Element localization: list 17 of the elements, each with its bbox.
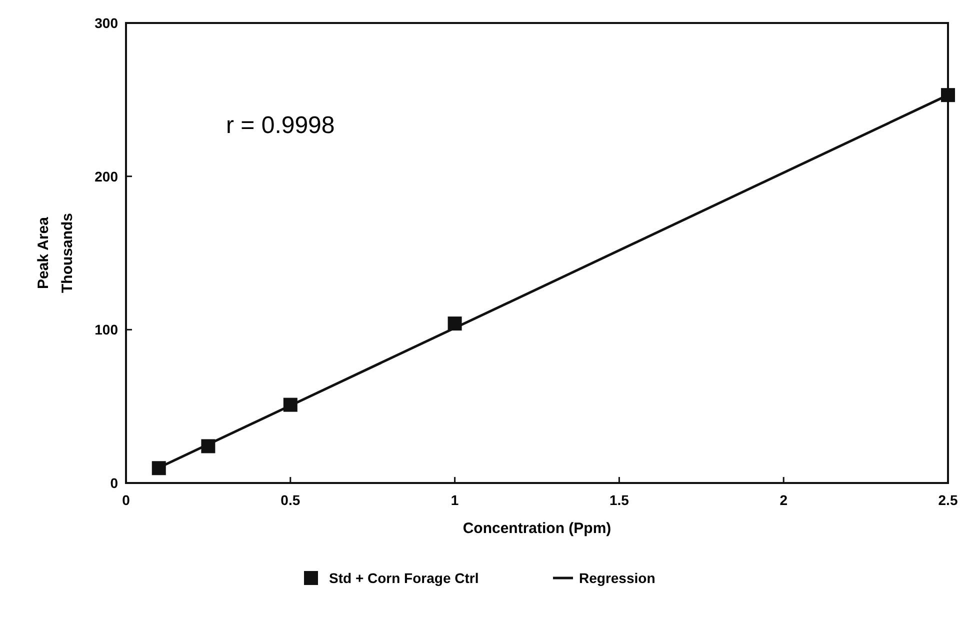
x-axis-title: Concentration (Ppm): [462, 520, 612, 537]
x-tick-label: 1.5: [609, 492, 630, 508]
y-tick-label: 300: [94, 15, 118, 31]
y-tick-label: 100: [94, 322, 118, 338]
annotation: r = 0.9998: [226, 112, 335, 139]
point: [941, 88, 955, 102]
y-axis-title: Peak Area Thousands: [35, 212, 76, 294]
x-tick-label: 2.5: [938, 492, 958, 508]
x-tick-label: 0.5: [280, 492, 300, 508]
x-tick-label: 2: [780, 492, 788, 508]
y-tick-label: 200: [94, 168, 118, 184]
point: [152, 461, 166, 476]
x-tick-label: 0: [122, 492, 130, 508]
legend-label: Std + Corn Forage Ctrl: [329, 570, 479, 586]
legend-label: Regression: [579, 570, 656, 586]
x-tick-label: 1: [450, 492, 459, 508]
y-tick-label: 0: [110, 475, 118, 491]
